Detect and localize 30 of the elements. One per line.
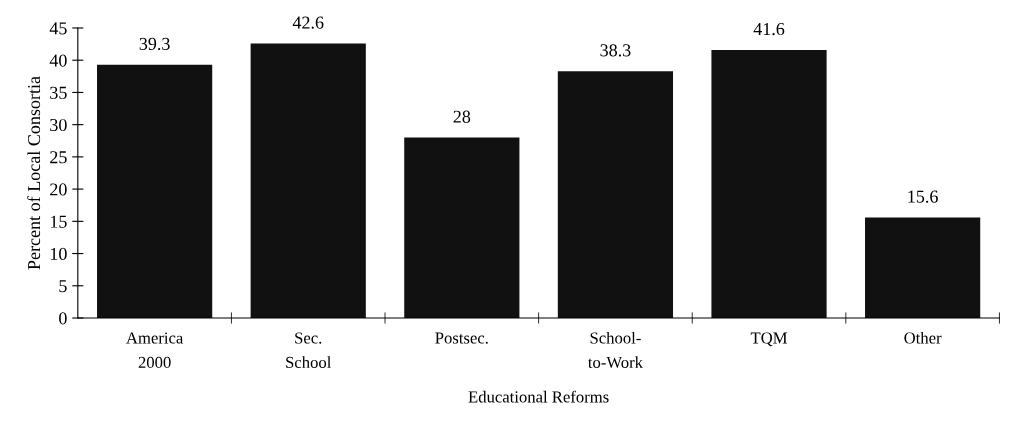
data-label: 28 — [453, 110, 471, 123]
y-tick-label: 35 — [50, 86, 67, 99]
data-label: 15.6 — [908, 190, 938, 203]
y-tick-label: 25 — [50, 151, 67, 164]
data-label: 41.6 — [753, 22, 785, 36]
y-tick-label: 30 — [50, 118, 67, 132]
bar — [250, 43, 366, 318]
y-tick-label: 40 — [49, 54, 67, 67]
x-tick-label: School- to-Work — [588, 331, 643, 369]
y-tick-label: 45 — [49, 22, 67, 35]
x-tick-label: Postsec. — [435, 332, 488, 344]
bar — [404, 137, 520, 318]
y-axis-title: Percent of Local Consortia — [27, 76, 41, 270]
data-label: 38.3 — [600, 44, 631, 57]
y-tick-label: 0 — [59, 312, 67, 325]
bar — [557, 71, 674, 318]
data-label: 39.3 — [139, 37, 170, 51]
data-label: 42.6 — [292, 16, 324, 29]
x-tick-label: America 2000 — [126, 332, 184, 368]
x-axis-title: Educational Reforms — [468, 390, 609, 403]
x-tick-label: Sec. School — [286, 332, 332, 368]
y-tick-label: 15 — [50, 215, 67, 228]
x-tick-label: Other — [904, 331, 942, 344]
bar — [865, 217, 981, 318]
y-tick-label: 10 — [50, 247, 67, 260]
x-tick-label: TQM — [750, 332, 788, 347]
bar — [711, 49, 827, 318]
y-tick-label: 20 — [50, 183, 67, 196]
bar — [97, 64, 213, 318]
y-tick-label: 5 — [59, 280, 67, 293]
